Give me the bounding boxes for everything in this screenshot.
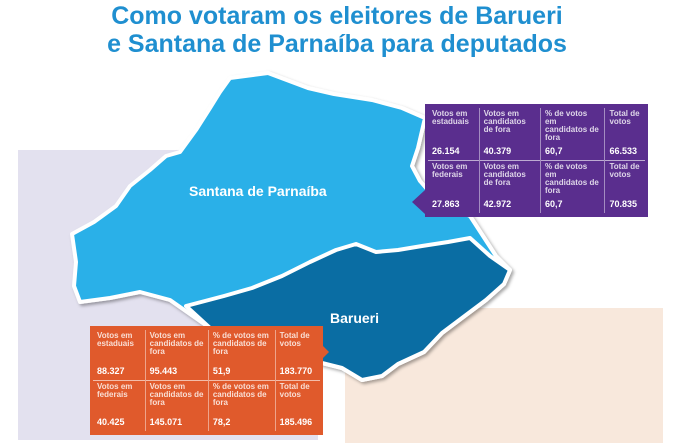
table-header: Votos em estaduais xyxy=(97,331,134,348)
table-header: Votos em candidatos de fora xyxy=(144,330,209,364)
table-header: Votos em candidatos de fora xyxy=(144,380,209,415)
table-cell: 70.835 xyxy=(604,197,645,213)
table-header: % de votos em candidatos de fora xyxy=(539,108,605,144)
table-cell: 78,2 xyxy=(207,415,276,431)
table-cell: 183.770 xyxy=(274,364,320,381)
table-cell: 42.972 xyxy=(478,197,541,213)
table-header: Votos em candidatos de fora xyxy=(478,108,541,144)
title-line-2: e Santana de Parnaíba para deputados xyxy=(107,30,567,58)
table-header: Votos em federais xyxy=(93,380,146,415)
barueri-label: Barueri xyxy=(330,310,380,326)
table-cell: 60,7 xyxy=(539,144,605,161)
table-cell: 88.327 xyxy=(97,366,125,376)
table-header: % de votos em candidatos de fora xyxy=(207,330,276,364)
table-header: Total de votos xyxy=(604,160,645,197)
table-header: Total de votos xyxy=(604,108,645,144)
table-header: Votos em federais xyxy=(428,160,480,197)
table-header: % de votos em candidatos de fora xyxy=(207,380,276,415)
table-cell: 145.071 xyxy=(144,415,209,431)
table-header: Total de votos xyxy=(274,330,320,364)
barueri-votes-table: Votos em estaduais Votos em candidatos d… xyxy=(90,326,323,435)
table-cell: 40.425 xyxy=(97,417,125,427)
table-header: % de votos em candidatos de fora xyxy=(539,160,605,197)
santana-label: Santana de Parnaíba xyxy=(189,183,327,199)
table-cell: 40.379 xyxy=(478,144,541,161)
page-title: Como votaram os eleitores de Barueri e S… xyxy=(0,2,674,58)
title-line-1: Como votaram os eleitores de Barueri xyxy=(111,2,563,30)
table-cell: 95.443 xyxy=(144,364,209,381)
table-cell: 66.533 xyxy=(604,144,645,161)
table-header: Votos em estaduais xyxy=(432,109,469,126)
table-cell: 185.496 xyxy=(274,415,320,431)
table-cell: 51,9 xyxy=(207,364,276,381)
table-cell: 26.154 xyxy=(432,146,460,156)
table-header: Votos em candidatos de fora xyxy=(478,160,541,197)
santana-callout-pointer xyxy=(412,190,425,214)
table-cell: 60,7 xyxy=(539,197,605,213)
table-header: Total de votos xyxy=(274,380,320,415)
table-cell: 27.863 xyxy=(432,199,460,209)
santana-votes-table: Votos em estaduais Votos em candidatos d… xyxy=(425,104,648,217)
